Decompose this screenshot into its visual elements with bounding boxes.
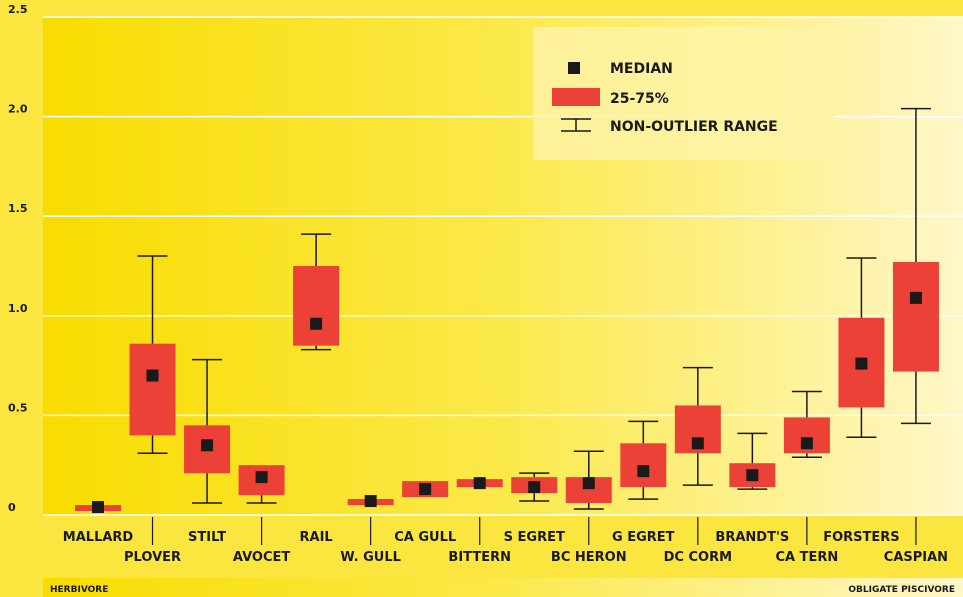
median xyxy=(691,437,704,450)
x-tick-label: STILT xyxy=(188,530,226,545)
median xyxy=(746,469,759,482)
median xyxy=(419,483,432,496)
median xyxy=(364,495,377,508)
x-tick-label: W. GULL xyxy=(340,550,401,565)
scale-right: OBLIGATE PISCIVORE xyxy=(848,585,955,595)
legend-range-icon xyxy=(561,118,591,132)
legend-box-icon xyxy=(552,88,600,106)
y-tick-label: 2.5 xyxy=(8,3,28,16)
x-tick-label: PLOVER xyxy=(124,550,181,565)
median xyxy=(201,439,214,452)
median xyxy=(255,471,268,484)
scale-band xyxy=(43,578,963,597)
legend-box-label: 25-75% xyxy=(610,91,669,107)
median xyxy=(909,291,922,304)
box xyxy=(892,262,939,372)
x-tick-label: G EGRET xyxy=(612,530,675,545)
x-tick-label: CA GULL xyxy=(394,530,456,545)
y-tick-label: 1.0 xyxy=(8,302,28,315)
x-tick-label: CA TERN xyxy=(776,550,839,565)
x-tick-label: BITTERN xyxy=(448,550,511,565)
box xyxy=(293,266,340,346)
median xyxy=(146,369,159,382)
x-tick-label: FORSTERS xyxy=(823,530,899,545)
median xyxy=(473,477,486,490)
x-tick-label: BC HERON xyxy=(551,550,627,565)
median xyxy=(92,501,104,514)
legend-median-icon xyxy=(568,62,580,74)
median xyxy=(582,477,595,490)
scale-left: HERBIVORE xyxy=(50,585,108,595)
box xyxy=(129,343,176,436)
legend-range: NON-OUTLIER RANGE xyxy=(610,119,778,135)
x-tick-label: MALLARD xyxy=(63,530,134,545)
x-tick-label: BRANDT'S xyxy=(715,530,789,545)
y-tick-label: 0 xyxy=(8,501,16,514)
x-tick-label: AVOCET xyxy=(233,550,290,565)
median xyxy=(637,465,650,478)
median xyxy=(800,437,813,450)
x-tick-label: S EGRET xyxy=(504,530,565,545)
x-tick-label: DC CORM xyxy=(664,550,732,565)
y-tick-label: 2.0 xyxy=(8,103,28,116)
x-tick-label: RAIL xyxy=(300,530,333,545)
y-tick-label: 1.5 xyxy=(8,202,28,215)
legend-median: MEDIAN xyxy=(610,61,673,77)
median xyxy=(310,317,323,330)
y-tick-label: 0.5 xyxy=(8,401,28,414)
median xyxy=(855,357,868,370)
median xyxy=(528,481,541,494)
x-tick-label: CASPIAN xyxy=(884,550,948,565)
